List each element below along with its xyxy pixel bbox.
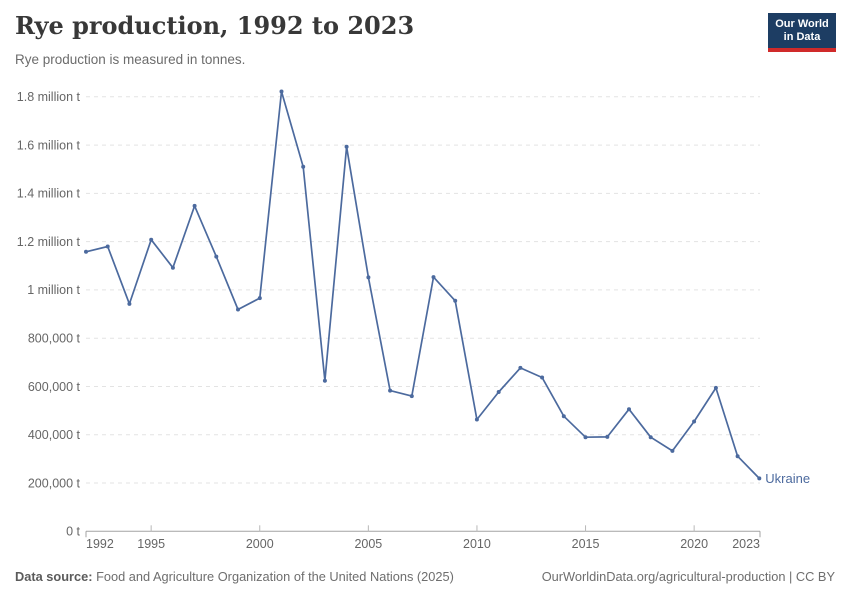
x-axis-label: 2020 <box>680 537 708 551</box>
y-axis-label: 400,000 t <box>28 428 81 442</box>
data-point-marker[interactable] <box>627 407 631 412</box>
data-point-marker[interactable] <box>301 164 306 169</box>
data-point-marker[interactable] <box>344 144 349 149</box>
data-point-marker[interactable] <box>192 203 197 208</box>
owid-logo-line2: in Data <box>783 30 821 43</box>
page-title: Rye production, 1992 to 2023 <box>15 11 415 40</box>
data-point-marker[interactable] <box>409 394 414 399</box>
y-axis-label: 800,000 t <box>28 331 81 345</box>
chart-footer: Data source: Food and Agriculture Organi… <box>15 569 835 584</box>
y-axis-label: 1.2 million t <box>17 235 81 249</box>
x-axis-label: 2005 <box>354 537 382 551</box>
data-point-marker[interactable] <box>692 419 697 424</box>
owid-logo-line1: Our World <box>775 17 829 30</box>
x-axis-label: 2015 <box>572 537 600 551</box>
data-point-marker[interactable] <box>149 237 154 242</box>
y-axis-label: 1.4 million t <box>17 187 81 201</box>
data-source-label: Data source: <box>15 569 93 584</box>
data-point-marker[interactable] <box>388 388 393 393</box>
data-point-marker[interactable] <box>583 435 588 440</box>
data-source-text: Food and Agriculture Organization of the… <box>92 569 454 584</box>
data-point-marker[interactable] <box>322 378 327 383</box>
data-point-marker[interactable] <box>540 375 545 380</box>
data-point-marker[interactable] <box>257 296 262 301</box>
data-point-marker[interactable] <box>279 89 284 94</box>
data-point-marker[interactable] <box>561 414 566 419</box>
line-series-ukraine[interactable] <box>85 90 761 480</box>
y-axis-label: 1 million t <box>27 283 80 297</box>
x-axis-label: 2000 <box>246 537 274 551</box>
data-point-marker[interactable] <box>757 476 762 481</box>
data-point-marker[interactable] <box>236 307 240 312</box>
data-point-marker[interactable] <box>648 435 653 440</box>
data-point-marker[interactable] <box>214 254 219 259</box>
chart-subtitle: Rye production is measured in tonnes. <box>15 52 246 67</box>
owid-logo[interactable]: Our World in Data <box>768 13 836 52</box>
x-axis-label: 1992 <box>86 537 114 551</box>
y-axis-label: 600,000 t <box>28 380 81 394</box>
y-axis-label: 1.6 million t <box>17 138 81 152</box>
data-point-marker[interactable] <box>605 434 610 439</box>
y-axis-label: 0 t <box>66 525 80 539</box>
data-point-marker[interactable] <box>713 385 718 390</box>
series-label-ukraine[interactable]: Ukraine <box>765 471 810 486</box>
x-axis-label: 2023 <box>732 537 760 551</box>
x-axis-label: 1995 <box>137 537 165 551</box>
y-axis-label: 200,000 t <box>28 476 81 490</box>
data-point-marker[interactable] <box>170 265 175 270</box>
data-point-marker[interactable] <box>453 298 458 303</box>
x-axis-label: 2010 <box>463 537 491 551</box>
data-point-marker[interactable] <box>518 365 523 370</box>
data-point-marker[interactable] <box>496 390 501 394</box>
data-point-marker[interactable] <box>670 448 675 453</box>
data-point-marker[interactable] <box>735 454 740 459</box>
y-axis-label: 1.8 million t <box>17 90 81 104</box>
data-point-marker[interactable] <box>127 301 132 306</box>
data-point-marker[interactable] <box>84 249 88 254</box>
data-source: Data source: Food and Agriculture Organi… <box>15 569 454 584</box>
data-point-marker[interactable] <box>431 275 436 280</box>
data-point-marker[interactable] <box>474 417 479 422</box>
data-point-marker[interactable] <box>366 275 371 280</box>
footer-credit-link[interactable]: OurWorldinData.org/agricultural-producti… <box>541 569 835 584</box>
data-point-marker[interactable] <box>105 244 110 249</box>
